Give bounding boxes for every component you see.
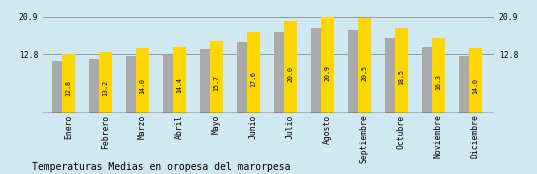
- Bar: [385, 38, 398, 113]
- Bar: [358, 18, 371, 113]
- Bar: [432, 38, 445, 113]
- Bar: [200, 49, 213, 113]
- Bar: [469, 49, 482, 113]
- Text: 20.0: 20.0: [287, 66, 293, 82]
- Text: 12.8: 12.8: [66, 80, 71, 96]
- Bar: [311, 28, 324, 113]
- Text: 20.9: 20.9: [324, 65, 330, 81]
- Bar: [52, 61, 65, 113]
- Bar: [89, 60, 102, 113]
- Bar: [422, 47, 434, 113]
- Text: 20.5: 20.5: [361, 65, 367, 81]
- Text: 13.2: 13.2: [103, 80, 108, 96]
- Bar: [173, 47, 186, 113]
- Text: 14.0: 14.0: [140, 78, 146, 94]
- Bar: [163, 55, 176, 113]
- Bar: [210, 41, 223, 113]
- Bar: [247, 32, 260, 113]
- Bar: [62, 54, 75, 113]
- Text: 18.5: 18.5: [398, 69, 404, 85]
- Bar: [274, 32, 287, 113]
- Bar: [126, 56, 139, 113]
- Bar: [237, 42, 250, 113]
- Bar: [321, 17, 334, 113]
- Bar: [99, 52, 112, 113]
- Bar: [284, 21, 297, 113]
- Bar: [348, 30, 361, 113]
- Text: Temperaturas Medias en oropesa del marorpesa: Temperaturas Medias en oropesa del maror…: [32, 162, 291, 172]
- Bar: [136, 49, 149, 113]
- Text: 17.6: 17.6: [250, 71, 256, 87]
- Bar: [459, 56, 471, 113]
- Bar: [395, 28, 408, 113]
- Text: 14.4: 14.4: [176, 77, 183, 93]
- Text: 16.3: 16.3: [435, 73, 441, 89]
- Text: 15.7: 15.7: [213, 75, 220, 91]
- Text: 14.0: 14.0: [472, 78, 478, 94]
